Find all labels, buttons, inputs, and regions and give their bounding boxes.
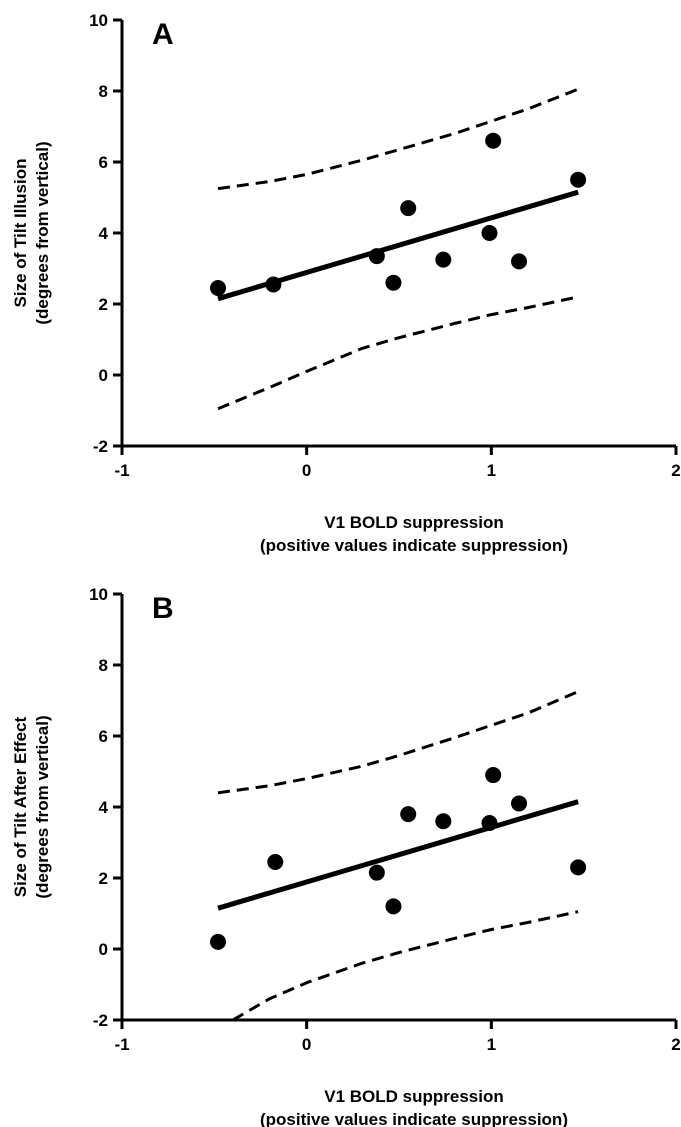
panel-label: A [152,18,174,51]
y-tick-label: 6 [99,153,108,172]
y-axis-subtitle: (degrees from vertical) [33,141,52,324]
x-tick-label: -1 [114,461,129,480]
y-tick-label: 10 [89,585,108,604]
panel-label: B [152,592,174,625]
x-axis-title: V1 BOLD suppression [324,1087,503,1106]
x-tick-label: 2 [671,461,680,480]
data-point [481,225,498,241]
data-point [385,274,402,291]
x-axis-subtitle: (positive values indicate suppression) [260,1110,568,1127]
y-tick-label: 4 [99,224,109,243]
y-tick-label: 0 [99,940,108,959]
y-axis-title: Size of Tilt After Effect [11,716,30,897]
y-tick-label: 4 [99,798,109,817]
y-tick-label: 8 [99,82,108,101]
y-tick-label: 2 [99,295,108,314]
data-point [267,854,284,871]
y-tick-label: 6 [99,727,108,746]
panel-b: -2 0 2 4 6 8 10 -1 0 1 2 B V1 BOLD suppression (posit… [11,585,681,1127]
data-point [265,276,282,293]
x-tick-label: 0 [302,461,311,480]
data-point [385,898,402,915]
x-tick-label: 1 [487,1035,496,1054]
data-point [210,933,227,950]
data-point [368,248,385,265]
data-point [570,859,587,876]
confidence-band-upper [217,87,579,191]
x-axis-title: V1 BOLD suppression [324,513,503,532]
y-axis-subtitle: (degrees from vertical) [33,715,52,898]
confidence-band-lower [217,295,579,411]
regression-line [217,799,579,911]
data-point [400,200,417,217]
data-point [368,864,385,881]
x-tick-label: 0 [302,1035,311,1054]
x-tick-label: -1 [114,1035,129,1054]
panel-a: -2 0 2 4 6 8 10 -1 0 1 2 A V1 BOLD suppression (posit… [11,11,681,555]
confidence-band-lower [232,910,579,1022]
data-point [481,814,498,831]
y-tick-label: -2 [93,1011,108,1030]
data-point [485,132,502,149]
y-tick-label: -2 [93,437,108,456]
data-point [435,813,452,830]
y-tick-label: 2 [99,869,108,888]
data-point [435,251,452,268]
y-tick-label: 8 [99,656,108,675]
data-point [570,171,587,188]
data-point [400,806,417,823]
data-point [485,767,502,784]
data-point [210,280,227,297]
data-point [511,253,528,270]
y-tick-label: 10 [89,11,108,30]
x-axis-subtitle: (positive values indicate suppression) [260,536,568,555]
x-tick-label: 1 [487,461,496,480]
confidence-band-upper [217,690,579,795]
x-tick-label: 2 [671,1035,680,1054]
y-tick-label: 0 [99,366,108,385]
y-axis-title: Size of Tilt Illusion [11,159,30,308]
data-point [511,795,528,812]
